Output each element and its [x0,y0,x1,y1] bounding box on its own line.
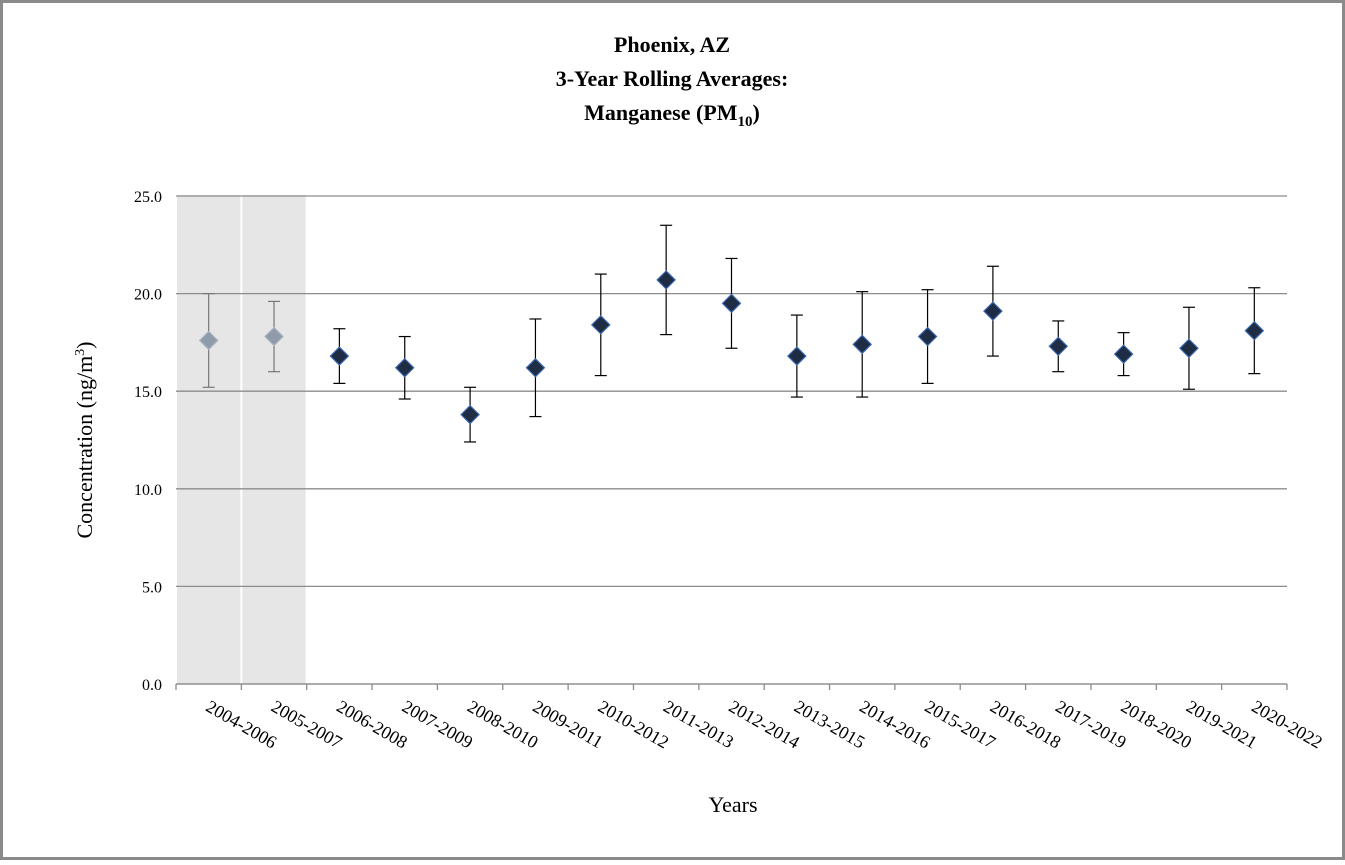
marker [917,326,938,347]
marker [1113,344,1134,364]
marker [983,301,1003,322]
marker [721,293,742,314]
y-label-text: Concentration (ng/m [72,356,97,539]
y-tick-label: 0.0 [142,677,162,694]
title-text: Manganese (PM [584,100,738,125]
shaded-region [242,195,306,684]
marker [394,357,415,378]
marker [590,314,611,335]
y-axis-label: Concentration (ng/m3) [72,341,97,538]
title-suffix: ) [753,100,760,125]
title-subscript: 10 [738,114,753,130]
y-label-superscript: 3 [73,349,88,356]
chart-title: 3-Year Rolling Averages: [556,66,789,91]
marker [852,334,873,355]
marker [656,270,676,290]
marker [787,346,807,366]
marker [329,346,350,366]
marker [1179,338,1199,359]
chart-title: Phoenix, AZ [614,32,730,57]
marker [1244,320,1265,341]
marker [525,357,546,378]
marker [460,404,480,425]
y-tick-label: 5.0 [142,579,162,596]
y-tick-label: 15.0 [134,384,162,401]
marker [1048,336,1069,357]
y-tick-label: 25.0 [134,189,162,206]
y-tick-label: 20.0 [134,287,162,304]
marker [198,330,219,351]
shade-layer [177,195,306,684]
chart-title: Manganese (PM10) [584,100,760,130]
y-tick-label: 10.0 [134,482,162,499]
x-axis-label: Years [708,792,757,817]
shaded-region [177,195,241,684]
marker [264,326,284,347]
y-label-suffix: ) [72,341,97,348]
